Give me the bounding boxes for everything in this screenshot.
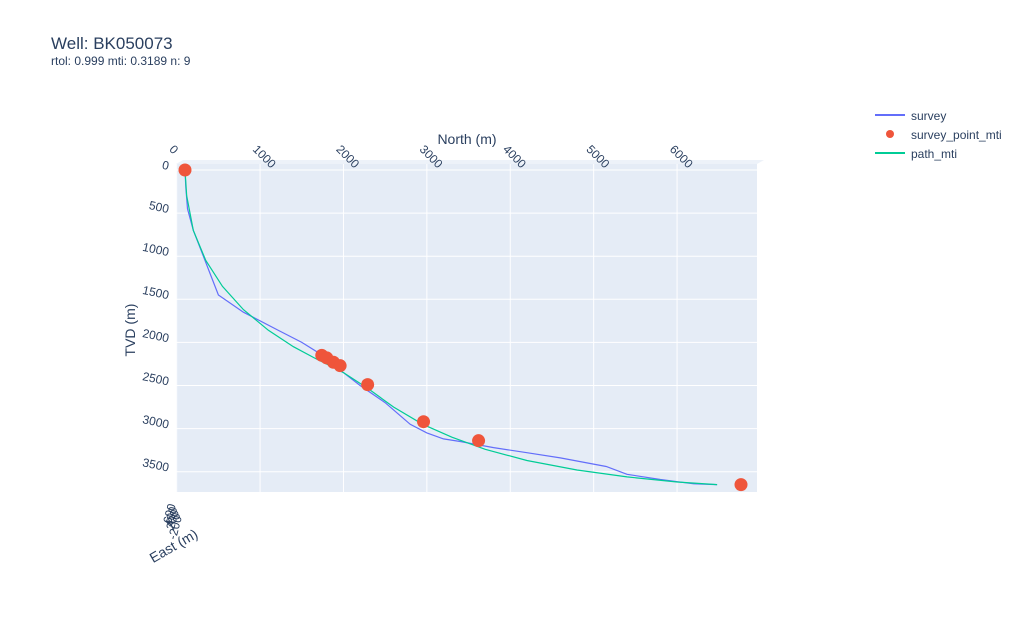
- legend-line-icon: [875, 152, 905, 154]
- survey-point-marker[interactable]: [178, 163, 192, 177]
- tvd-tick-label: 1500: [141, 283, 170, 302]
- east-tick-label: 0: [168, 511, 183, 521]
- legend-label: survey: [911, 108, 947, 123]
- x-axis-title: North (m): [437, 131, 496, 147]
- series-lines: [184, 169, 718, 486]
- tvd-tick-label: 2000: [141, 326, 170, 345]
- series-markers: [178, 163, 748, 492]
- legend-swatch: [875, 125, 905, 144]
- tvd-ticks: 0 500 1000 1500 2000 2500 3000 3500: [141, 158, 170, 475]
- plot-background: [176, 160, 764, 164]
- legend-item-path-mti[interactable]: path_mti: [875, 144, 1002, 163]
- legend-label: survey_point_mti: [911, 127, 1002, 142]
- tvd-tick-label: 0: [161, 158, 171, 173]
- legend: survey survey_point_mti path_mti: [875, 106, 1002, 163]
- legend-swatch: [875, 144, 905, 163]
- legend-line-icon: [875, 114, 905, 116]
- survey-point-marker[interactable]: [361, 378, 375, 392]
- legend-label: path_mti: [911, 146, 958, 161]
- legend-item-survey[interactable]: survey: [875, 106, 1002, 125]
- east-tick-label: 600: [160, 502, 179, 525]
- survey-point-marker[interactable]: [472, 434, 486, 448]
- tvd-tick-label: 500: [148, 198, 171, 216]
- tvd-tick-label: 3500: [141, 455, 170, 474]
- survey-point-marker[interactable]: [734, 478, 748, 492]
- legend-item-survey-point-mti[interactable]: survey_point_mti: [875, 125, 1002, 144]
- chart-subtitle: rtol: 0.999 mti: 0.3189 n: 9: [51, 54, 191, 68]
- gridlines: [176, 164, 757, 492]
- tvd-tick-label: 2500: [141, 369, 170, 388]
- tvd-tick-label: 1000: [141, 240, 170, 259]
- path_mti-line[interactable]: [184, 169, 718, 486]
- legend-swatch: [875, 106, 905, 125]
- east-tick-label: -200: [165, 514, 185, 541]
- y-axis-title: TVD (m): [122, 304, 138, 357]
- east-tick-label: 200: [163, 508, 182, 531]
- survey-line[interactable]: [184, 169, 718, 486]
- survey-point-marker[interactable]: [333, 359, 347, 373]
- north-tick-label: 0: [167, 142, 182, 157]
- tvd-tick-label: 3000: [141, 412, 170, 431]
- legend-marker-icon: [886, 130, 894, 138]
- chart-title: Well: BK050073: [51, 34, 173, 53]
- title-block: Well: BK050073 rtol: 0.999 mti: 0.3189 n…: [51, 34, 190, 68]
- survey-point-marker[interactable]: [417, 415, 431, 429]
- east-tick-label: 400: [162, 505, 181, 528]
